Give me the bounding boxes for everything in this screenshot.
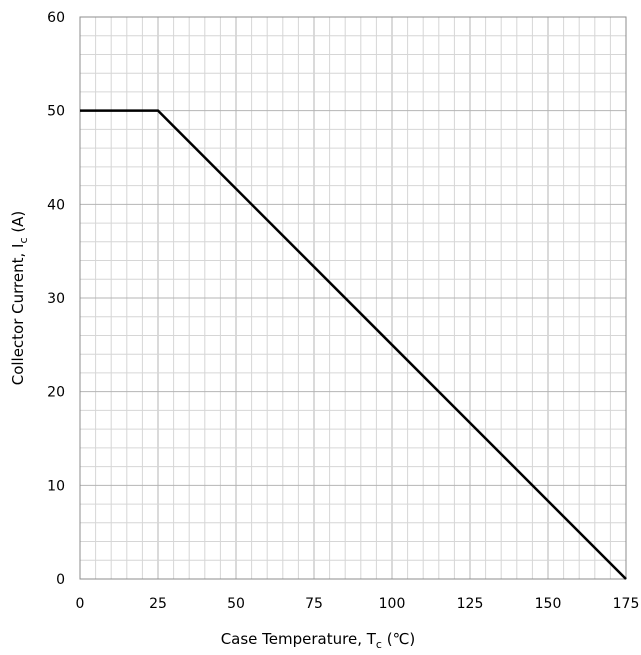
plot-frame xyxy=(79,16,627,580)
derating-curve xyxy=(80,109,627,580)
x-tick-label: 150 xyxy=(535,596,562,612)
y-tick-label: 60 xyxy=(47,10,65,26)
x-tick-label: 0 xyxy=(76,596,85,612)
x-tick-labels: 0 25 50 75 100 125 150 175 xyxy=(76,596,640,612)
x-tick-label: 75 xyxy=(305,596,323,612)
grid xyxy=(79,16,627,580)
x-tick-label: 25 xyxy=(149,596,167,612)
y-tick-label: 40 xyxy=(47,197,65,213)
x-tick-label: 175 xyxy=(613,596,640,612)
x-tick-label: 50 xyxy=(227,596,245,612)
y-tick-label: 30 xyxy=(47,291,65,307)
y-axis-title: Collector Current, Ic (A) xyxy=(9,211,30,386)
y-tick-labels: 0 10 20 30 40 50 60 xyxy=(47,10,65,588)
y-tick-label: 0 xyxy=(56,572,65,588)
series-layer xyxy=(80,109,627,580)
x-tick-label: 100 xyxy=(379,596,406,612)
y-tick-label: 50 xyxy=(47,104,65,120)
y-tick-label: 20 xyxy=(47,385,65,401)
x-axis-title: Case Temperature, Tc (℃) xyxy=(221,630,416,651)
x-tick-label: 125 xyxy=(457,596,484,612)
y-tick-label: 10 xyxy=(47,478,65,494)
